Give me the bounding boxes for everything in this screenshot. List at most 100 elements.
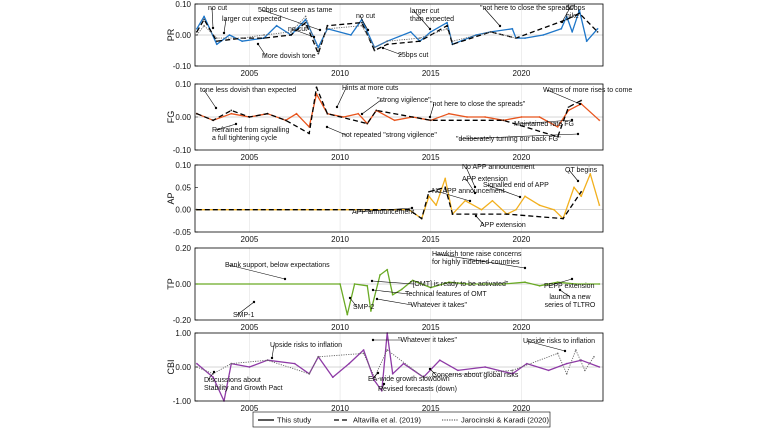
data-point xyxy=(598,366,601,368)
data-point xyxy=(565,362,568,365)
x-tick-label: 2015 xyxy=(422,404,440,413)
arrow-head xyxy=(318,28,322,32)
data-point xyxy=(484,116,487,118)
annotation: launch a new series of TLTRO xyxy=(545,294,596,309)
data-point xyxy=(511,372,514,375)
data-point xyxy=(293,362,296,365)
data-point xyxy=(326,112,329,115)
annotation-arrow xyxy=(207,371,215,381)
data-point xyxy=(230,112,233,115)
data-point xyxy=(386,268,389,271)
data-point xyxy=(451,213,454,216)
data-point xyxy=(444,177,447,180)
panel-ap: 0.10 0.05 0.00 -0.05 AP 2005 2010 2015 2020 No AP… xyxy=(166,161,604,244)
data-point xyxy=(275,24,278,27)
annotation-arrow xyxy=(326,126,347,136)
data-point xyxy=(567,106,570,108)
annotation-arrow xyxy=(349,297,358,308)
data-point xyxy=(195,27,198,30)
arrow-head xyxy=(325,125,329,129)
data-point xyxy=(379,274,381,276)
data-point xyxy=(212,376,215,379)
data-point xyxy=(339,283,341,285)
arrow-head xyxy=(252,300,256,304)
arrow-head xyxy=(381,46,385,50)
arrow-head xyxy=(578,102,582,106)
y-tick-label: 0.10 xyxy=(175,80,191,89)
annotation-arrow xyxy=(459,133,579,140)
legend-label: Jarocinski & Karadi (2020) xyxy=(461,416,549,425)
annotation: SMP-2 xyxy=(353,304,375,311)
annotation: no cut xyxy=(208,5,227,12)
x-tick-label: 2005 xyxy=(241,235,259,244)
annotation-arrow xyxy=(215,123,237,131)
annotation-arrow xyxy=(203,89,217,109)
annotation: Discussions about Stability and Growth Pa… xyxy=(204,377,283,392)
data-point xyxy=(420,217,423,220)
x-tick-label: 2020 xyxy=(513,235,531,244)
data-point xyxy=(284,119,287,122)
data-point xyxy=(422,376,425,379)
data-point xyxy=(195,34,198,36)
data-point xyxy=(538,284,541,287)
arrow-head xyxy=(428,367,432,371)
data-point xyxy=(418,40,421,43)
x-tick-label: 2020 xyxy=(513,404,531,413)
y-tick-label: -0.05 xyxy=(173,228,192,237)
annotation: No APP announcement xyxy=(462,164,535,171)
y-tick-label: -0.10 xyxy=(173,62,192,71)
data-point xyxy=(348,362,351,365)
data-point xyxy=(524,281,526,284)
data-point xyxy=(342,116,345,118)
annotation: "Whatever it takes" xyxy=(398,337,458,344)
y-axis-label: PR xyxy=(166,28,176,41)
arrow-head xyxy=(371,288,375,292)
annotation: Upside risks to inflation xyxy=(270,342,342,349)
data-point xyxy=(429,119,432,122)
data-point xyxy=(596,27,599,30)
annotation: SMP-1 xyxy=(233,312,255,319)
data-point xyxy=(515,37,517,39)
data-point xyxy=(290,31,293,33)
data-point xyxy=(241,37,244,39)
y-axis-label: TP xyxy=(166,278,176,290)
data-point xyxy=(556,126,559,128)
data-point xyxy=(565,372,568,375)
x-tick-label: 2020 xyxy=(513,323,531,332)
annotation-arrow xyxy=(361,99,382,115)
panel-cbi: 1.00 0.00 -1.00 CBI 2005 2010 2015 2020 Upside r… xyxy=(166,329,604,413)
y-tick-label: 0.00 xyxy=(175,113,191,122)
annotation: Technical features of OMT xyxy=(405,291,487,298)
data-point xyxy=(596,31,599,33)
data-point xyxy=(466,116,468,118)
data-point xyxy=(451,43,454,46)
series-this-study-tp xyxy=(196,268,600,316)
annotation: 50bps hike xyxy=(566,5,586,20)
data-point xyxy=(538,204,541,207)
arrow-head xyxy=(473,191,477,195)
arrow-head xyxy=(410,206,414,210)
annotation-arrow xyxy=(486,184,521,198)
annotation-arrow xyxy=(336,87,347,108)
x-tick-label: 2010 xyxy=(331,235,349,244)
y-tick-label: -0.10 xyxy=(173,146,192,155)
data-point xyxy=(366,284,369,287)
annotation: larger cut expected xyxy=(222,16,282,23)
y-tick-label: 0.00 xyxy=(175,206,191,215)
data-point xyxy=(315,86,318,89)
data-point xyxy=(583,369,586,372)
annotation-arrow xyxy=(547,278,573,287)
x-tick-label: 2010 xyxy=(331,323,349,332)
panel-fg: 0.10 0.00 -0.10 FG 2005 2010 2015 2020 tone less… xyxy=(166,80,632,162)
y-axis-label: AP xyxy=(166,192,176,204)
data-point xyxy=(366,122,369,125)
data-point xyxy=(446,21,448,24)
x-tick-label: 2005 xyxy=(241,323,259,332)
arrow-head xyxy=(371,338,375,342)
annotation-arrow xyxy=(465,166,476,188)
data-point xyxy=(350,34,352,36)
annotation-arrow xyxy=(236,301,255,316)
arrow-head xyxy=(570,277,574,281)
data-point xyxy=(515,208,517,211)
plot-frame xyxy=(194,3,604,67)
